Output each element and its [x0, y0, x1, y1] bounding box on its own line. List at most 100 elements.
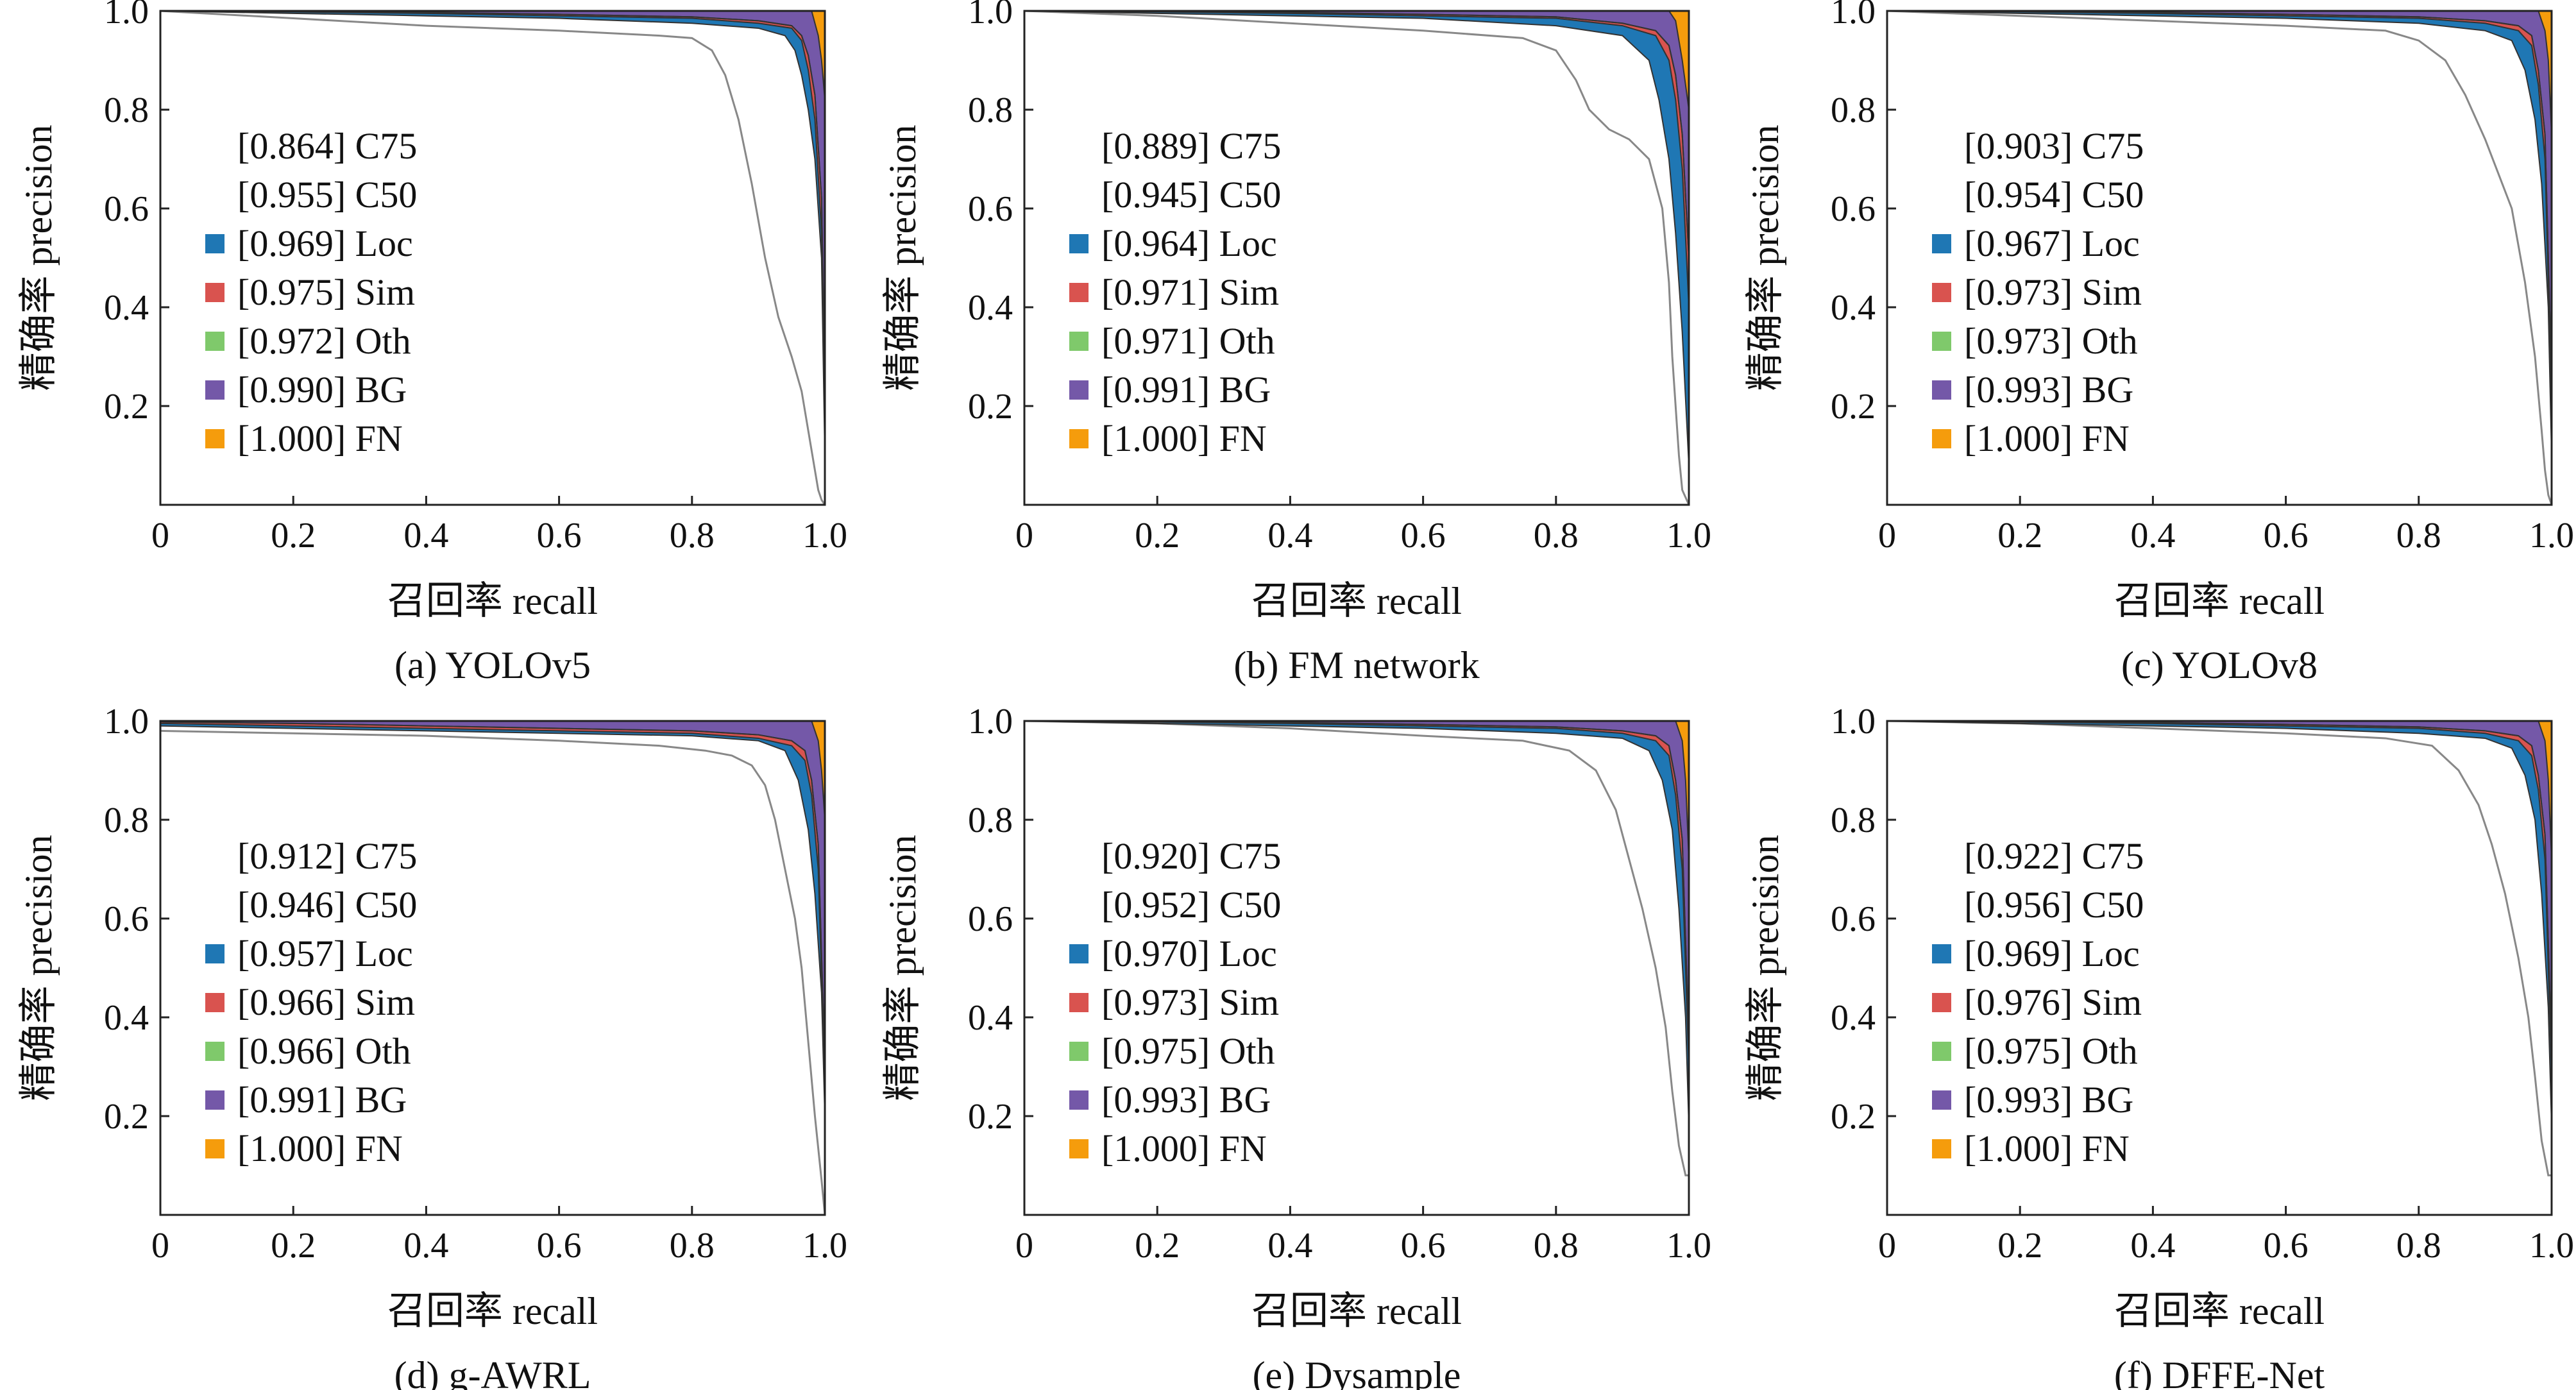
x-tick-label: 0: [1015, 1226, 1033, 1266]
x-tick-label: 0.6: [537, 1226, 582, 1266]
legend-entry-c75: [0.903] C75: [1964, 125, 2144, 167]
y-tick-label: 0.2: [968, 1097, 1013, 1137]
legend-entry-sim: [0.975] Sim: [237, 271, 415, 313]
x-axis-label: 召回率 recall: [1251, 580, 1462, 622]
legend-entry-c75: [0.912] C75: [237, 835, 417, 877]
legend-entry-c50: [0.945] C50: [1101, 174, 1281, 216]
area-c75: [1887, 11, 2552, 505]
y-tick-label: 0.6: [968, 899, 1013, 939]
legend-swatch-bg: [1932, 1090, 1951, 1110]
plot-frame: [1886, 10, 2553, 506]
legend-swatch-bg: [1069, 380, 1089, 400]
plot-frame: [1023, 10, 1690, 506]
x-tick-label: 1.0: [1666, 516, 1711, 555]
legend-swatch-fn: [1069, 1139, 1089, 1158]
x-tick-label: 0: [1878, 516, 1896, 555]
legend-entry-fn: [1.000] FN: [1964, 418, 2130, 459]
legend-entry-loc: [0.969] Loc: [1964, 933, 2140, 974]
legend-entry-bg: [0.991] BG: [1101, 369, 1271, 411]
y-axis-label: 精确率 precision: [1744, 125, 1786, 391]
legend-entry-fn: [1.000] FN: [1101, 418, 1267, 459]
legend-swatch-oth: [1069, 1042, 1089, 1061]
legend-entry-fn: [1.000] FN: [237, 1128, 403, 1169]
legend-swatch-fn: [205, 429, 225, 448]
area-c75: [160, 731, 825, 1215]
legend-entry-loc: [0.970] Loc: [1101, 933, 1277, 974]
area-c75: [1024, 721, 1689, 1215]
legend-swatch-oth: [1932, 332, 1951, 351]
legend-swatch-bg: [1069, 1090, 1089, 1110]
x-tick-label: 0.8: [2396, 516, 2441, 555]
y-tick-label: 0.2: [104, 387, 149, 427]
legend-entry-c75: [0.922] C75: [1964, 835, 2144, 877]
y-axis-label: 精确率 precision: [17, 125, 60, 391]
x-axis-label: 召回率 recall: [387, 580, 598, 622]
y-tick-label: 1.0: [968, 0, 1013, 31]
legend-swatch-bg: [205, 1090, 225, 1110]
x-tick-label: 1.0: [802, 1226, 847, 1266]
subplot-caption: (f) DFFE-Net: [2114, 1354, 2325, 1390]
curve-loc: [1024, 10, 1690, 308]
legend-swatch-sim: [1069, 993, 1089, 1012]
y-tick-label: 0.4: [104, 998, 149, 1038]
x-tick-label: 0.4: [2130, 1226, 2175, 1266]
y-axis-label: 精确率 precision: [1744, 835, 1786, 1101]
legend-swatch-fn: [205, 1139, 225, 1158]
legend-entry-loc: [0.957] Loc: [237, 933, 413, 974]
chart-panel: 0 0.2 0.4 0.6 0.8 1.0 0.2 0.4 0.6 0.8 1.0 召回率 recal…: [881, 702, 1711, 1390]
curve-c50: [160, 10, 826, 456]
x-tick-label: 0.2: [271, 516, 316, 555]
y-tick-label: 0.2: [968, 387, 1013, 427]
chart-panel: 0 0.2 0.4 0.6 0.8 1.0 0.2 0.4 0.6 0.8 1.0 召回率 recal…: [17, 702, 847, 1390]
curve-oth: [160, 10, 826, 396]
y-tick-label: 0.2: [104, 1097, 149, 1137]
chart-panel: 0 0.2 0.4 0.6 0.8 1.0 0.2 0.4 0.6 0.8 1.0 召回率 recal…: [17, 0, 847, 686]
curve-c75: [1886, 10, 2553, 505]
x-tick-label: 0.6: [2264, 1226, 2309, 1266]
legend-swatch-bg: [1932, 380, 1951, 400]
y-tick-label: 1.0: [104, 0, 149, 31]
legend-entry-c50: [0.955] C50: [237, 174, 417, 216]
x-tick-label: 1.0: [1666, 1226, 1711, 1266]
legend-entry-oth: [0.971] Oth: [1101, 320, 1275, 362]
y-tick-label: 0.8: [104, 90, 149, 130]
curve-c75: [1024, 10, 1690, 505]
legend-entry-loc: [0.967] Loc: [1964, 223, 2140, 264]
legend-entry-c50: [0.952] C50: [1101, 884, 1281, 926]
chart-panel: 0 0.2 0.4 0.6 0.8 1.0 0.2 0.4 0.6 0.8 1.0 召回率 recal…: [1744, 702, 2574, 1390]
curve-c75: [1024, 720, 1689, 1176]
plot-frame: [1886, 720, 2553, 1216]
legend-swatch-oth: [205, 1042, 225, 1061]
x-tick-label: 0.2: [1135, 516, 1180, 555]
legend-entry-fn: [1.000] FN: [1101, 1128, 1267, 1169]
y-tick-label: 1.0: [1831, 702, 1876, 742]
curve-c50: [1886, 10, 2552, 456]
plot-frame: [1023, 720, 1690, 1216]
curve-c50: [1886, 720, 2552, 1126]
curve-oth: [1024, 720, 1690, 1042]
y-tick-label: 0.4: [1831, 288, 1876, 328]
subplot-caption: (c) YOLOv8: [2121, 644, 2318, 686]
legend-swatch-sim: [1932, 993, 1951, 1012]
x-axis-label: 召回率 recall: [2114, 1290, 2325, 1332]
legend-entry-oth: [0.973] Oth: [1964, 320, 2138, 362]
curve-oth: [1024, 10, 1690, 259]
legend-swatch-loc: [1069, 944, 1089, 963]
subplot-caption: (d) g-AWRL: [394, 1354, 591, 1390]
x-tick-label: 0: [1878, 1226, 1896, 1266]
legend-swatch-fn: [1932, 429, 1951, 448]
x-tick-label: 0.4: [403, 1226, 448, 1266]
curve-c75: [160, 729, 826, 1216]
x-tick-label: 0.6: [1401, 1226, 1446, 1266]
curve-c50: [160, 725, 826, 1117]
x-tick-label: 0.4: [1267, 516, 1312, 555]
legend-swatch-sim: [1932, 283, 1951, 302]
legend-entry-sim: [0.966] Sim: [237, 981, 415, 1023]
x-tick-label: 0.2: [1997, 516, 2042, 555]
legend-swatch-fn: [1069, 429, 1089, 448]
legend-swatch-oth: [205, 332, 225, 351]
area-c50: [160, 11, 825, 505]
y-tick-label: 0.2: [1831, 1097, 1876, 1137]
x-tick-label: 1.0: [2529, 1226, 2574, 1266]
x-tick-label: 1.0: [2529, 516, 2574, 555]
